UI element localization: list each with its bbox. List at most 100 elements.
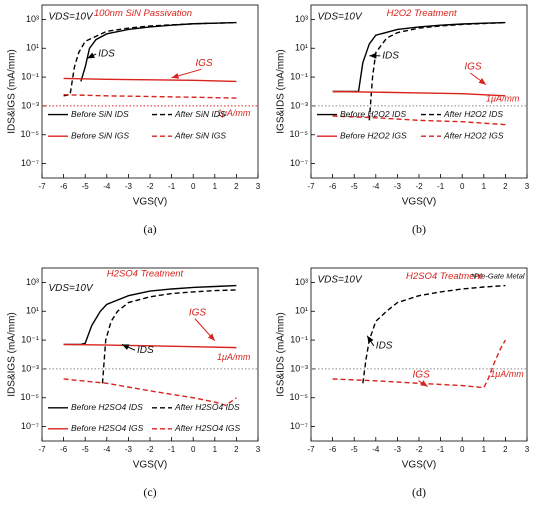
y-tick-label: 10⁻⁷ bbox=[21, 158, 39, 168]
plot-frame bbox=[41, 4, 259, 179]
x-tick-label: -2 bbox=[146, 445, 154, 454]
x-tick-label: -6 bbox=[329, 182, 337, 191]
y-tick-label: 10⁻¹ bbox=[290, 71, 308, 81]
x-tick-label: -6 bbox=[60, 182, 68, 191]
vds-label: VDS=10V bbox=[317, 275, 363, 286]
panel-title: 100nm SiN Passivation bbox=[94, 8, 192, 19]
data-line bbox=[63, 94, 237, 99]
ids-label: IDS bbox=[376, 340, 393, 351]
panel-title: H2O2 Treatment bbox=[387, 8, 457, 19]
igs-arrow bbox=[171, 68, 202, 79]
legend-label: After H2O2 IDS bbox=[443, 109, 503, 119]
data-line bbox=[63, 378, 237, 407]
y-tick-label: 10⁻³ bbox=[290, 100, 308, 110]
x-tick-label: -5 bbox=[351, 182, 359, 191]
legend-label: After H2SO4 IDS bbox=[174, 402, 240, 412]
x-tick-label: -1 bbox=[437, 445, 445, 454]
legend-label: Before H2SO4 IGS bbox=[71, 423, 144, 433]
ids-arrow bbox=[121, 343, 136, 351]
x-tick-label: 0 bbox=[460, 445, 465, 454]
y-tick-label: 10¹ bbox=[26, 43, 39, 53]
x-tick-label: -2 bbox=[415, 445, 423, 454]
legend-label: After SiN IGS bbox=[174, 130, 226, 140]
y-tick-label: 10⁻¹ bbox=[21, 71, 39, 81]
y-tick-label: 10⁻³ bbox=[290, 363, 308, 373]
reference-label: 1μA/mm bbox=[486, 93, 520, 103]
reference-label: 1μA/mm bbox=[490, 369, 524, 379]
igs-arrow bbox=[418, 380, 428, 387]
x-tick-label: 2 bbox=[234, 445, 239, 454]
panel-title: H2SO4 Treatment bbox=[107, 268, 184, 279]
legend-label: Before H2SO4 IDS bbox=[71, 402, 143, 412]
y-tick-label: 10⁻³ bbox=[21, 363, 39, 373]
x-tick-label: 2 bbox=[503, 445, 508, 454]
reference-label: 1μA/mm bbox=[217, 108, 251, 118]
x-tick-label: -5 bbox=[82, 182, 90, 191]
y-tick-label: 10⁻⁵ bbox=[21, 129, 40, 139]
legend-label: Before SiN IDS bbox=[71, 109, 129, 119]
x-axis-label: VGS(V) bbox=[402, 197, 436, 208]
igs-label: IGS bbox=[464, 62, 482, 73]
x-tick-label: -4 bbox=[103, 445, 111, 454]
y-axis-label: IDS&IGS (mA/mm) bbox=[7, 312, 18, 396]
ids-label: IDS bbox=[382, 50, 399, 61]
x-axis-label: VGS(V) bbox=[402, 460, 436, 471]
caption: (b) bbox=[412, 222, 426, 236]
data-line bbox=[332, 115, 506, 126]
x-tick-label: -6 bbox=[60, 445, 68, 454]
x-tick-label: -3 bbox=[394, 445, 402, 454]
y-tick-label: 10⁻¹ bbox=[290, 334, 308, 344]
x-tick-label: 2 bbox=[234, 182, 239, 191]
y-axis-label: IGS&IDS (mA/mm) bbox=[276, 312, 287, 396]
caption: (c) bbox=[143, 485, 156, 499]
x-tick-label: -4 bbox=[103, 182, 111, 191]
y-tick-label: 10¹ bbox=[295, 306, 308, 316]
y-axis-label: IDS&IGS (mA/mm) bbox=[7, 49, 18, 133]
plot-frame bbox=[310, 267, 528, 442]
x-tick-label: 0 bbox=[191, 182, 196, 191]
y-tick-label: 10⁻¹ bbox=[21, 334, 39, 344]
x-tick-label: -1 bbox=[437, 182, 445, 191]
y-tick-label: 10⁻³ bbox=[21, 100, 39, 110]
x-tick-label: -3 bbox=[125, 182, 133, 191]
legend-label: Before SiN IGS bbox=[71, 130, 129, 140]
legend-label: After SiN IDS bbox=[174, 109, 226, 119]
legend-label: After H2O2 IGS bbox=[443, 130, 504, 140]
x-tick-label: -1 bbox=[168, 182, 176, 191]
data-line bbox=[332, 339, 507, 389]
x-tick-label: 3 bbox=[256, 445, 261, 454]
caption: (d) bbox=[412, 485, 426, 499]
x-tick-label: -7 bbox=[307, 182, 315, 191]
footnote: *Pre-Gate Metal bbox=[471, 272, 525, 281]
x-tick-label: -4 bbox=[372, 182, 380, 191]
x-tick-label: 3 bbox=[525, 445, 530, 454]
x-tick-label: -3 bbox=[394, 182, 402, 191]
legend-label: Before H2O2 IGS bbox=[340, 130, 407, 140]
y-tick-label: 10³ bbox=[295, 14, 308, 24]
x-tick-label: 1 bbox=[482, 445, 487, 454]
data-line bbox=[63, 21, 237, 97]
y-tick-label: 10³ bbox=[295, 277, 308, 287]
x-tick-label: -5 bbox=[351, 445, 359, 454]
igs-label: IGS bbox=[195, 58, 213, 69]
ids-arrow bbox=[87, 52, 97, 59]
data-line bbox=[63, 77, 237, 83]
legend-label: Before H2O2 IDS bbox=[340, 109, 406, 119]
vds-label: VDS=10V bbox=[317, 12, 363, 23]
x-tick-label: -1 bbox=[168, 445, 176, 454]
x-tick-label: 1 bbox=[213, 445, 218, 454]
ids-arrow bbox=[366, 335, 375, 347]
panel-title: H2SO4 Treatment bbox=[406, 271, 483, 282]
y-tick-label: 10³ bbox=[26, 277, 39, 287]
x-tick-label: 0 bbox=[460, 182, 465, 191]
ids-label: IDS bbox=[98, 49, 115, 60]
y-tick-label: 10³ bbox=[26, 14, 39, 24]
y-tick-label: 10⁻⁷ bbox=[290, 158, 308, 168]
reference-label: 1μA/mm bbox=[217, 352, 251, 362]
x-tick-label: -7 bbox=[307, 445, 315, 454]
x-tick-label: 1 bbox=[482, 182, 487, 191]
igs-label: IGS bbox=[189, 307, 207, 318]
ids-label: IDS bbox=[137, 345, 154, 356]
igs-label: IGS bbox=[413, 369, 431, 380]
